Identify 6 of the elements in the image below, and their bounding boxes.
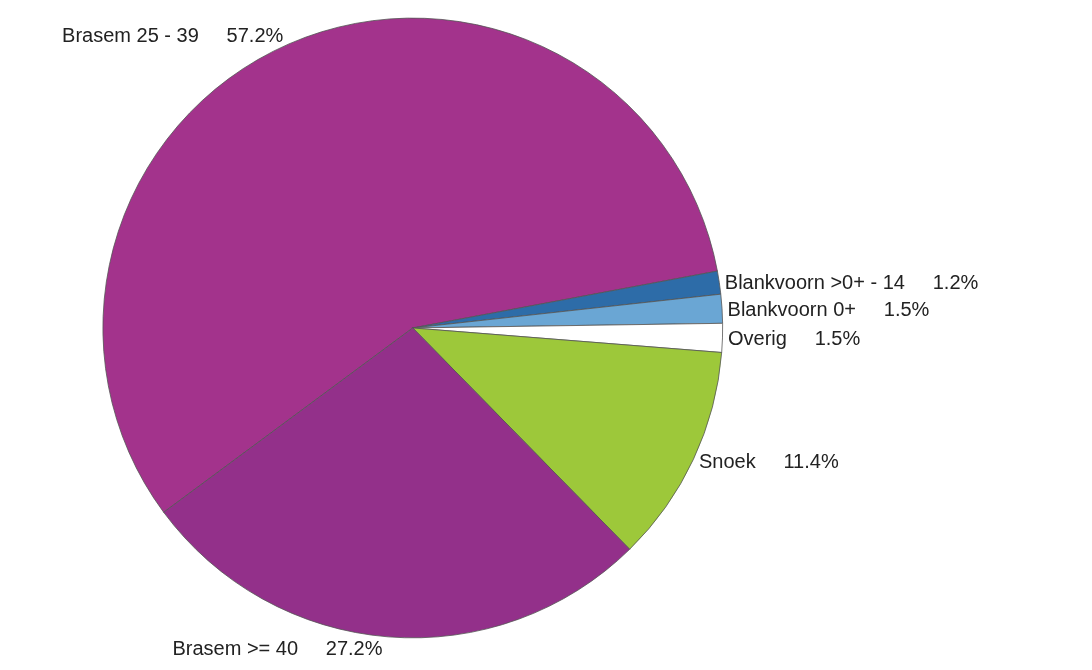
slice-label: Brasem >= 40 27.2% [172, 636, 383, 659]
slice-label: Blankvoorn 0+ 1.5% [727, 297, 930, 320]
slice-label: Blankvoorn >0+ - 14 1.2% [724, 271, 979, 294]
slice-label: Overig 1.5% [727, 326, 861, 349]
slice-label: Snoek 11.4% [698, 450, 839, 473]
slice-label: Brasem 25 - 39 57.2% [62, 23, 284, 46]
